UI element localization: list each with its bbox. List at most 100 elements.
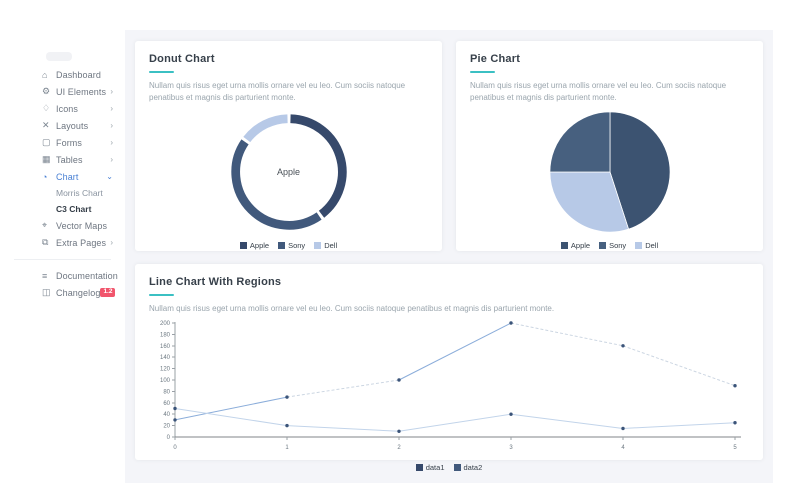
legend-item-dell[interactable]: Dell	[635, 241, 658, 250]
svg-text:0: 0	[167, 435, 171, 441]
chevron-down-icon: ⌄	[106, 172, 113, 181]
legend-item-sony[interactable]: Sony	[599, 241, 626, 250]
card-title: Pie Chart	[470, 53, 521, 65]
sidebar-item-forms[interactable]: ▢ Forms ›	[0, 134, 125, 151]
book-icon: ◫	[42, 287, 51, 297]
legend-item-dell[interactable]: Dell	[314, 241, 337, 250]
legend-label: Sony	[288, 241, 306, 250]
chevron-right-icon: ›	[110, 138, 113, 147]
card-title: Donut Chart	[149, 53, 215, 65]
svg-text:2: 2	[397, 445, 401, 451]
charts-row: Donut Chart Nullam quis risus eget urna …	[135, 41, 763, 251]
svg-text:1: 1	[285, 445, 289, 451]
sidebar-item-label: Vector Maps	[56, 220, 108, 231]
legend-swatch	[314, 242, 322, 249]
chevron-right-icon: ›	[110, 104, 113, 113]
layouts-icon: ✕	[42, 120, 50, 130]
version-badge: 1.2	[100, 288, 116, 297]
pie-chart-icon: ◔	[42, 171, 48, 182]
sidebar-item-label: Icons	[56, 103, 79, 114]
legend-item-apple[interactable]: Apple	[239, 241, 269, 250]
pages-icon: ⧉	[42, 237, 49, 247]
sidebar-item-label: Documentation	[56, 270, 118, 281]
legend-label: data1	[425, 463, 445, 472]
sidebar-item-label: Extra Pages	[56, 237, 107, 248]
svg-text:5: 5	[733, 445, 737, 451]
legend-item-sony[interactable]: Sony	[278, 241, 305, 250]
legend-swatch	[415, 464, 423, 471]
legend-swatch	[635, 242, 643, 249]
legend-label: data2	[463, 463, 483, 472]
sidebar-item-label: Layouts	[56, 120, 89, 131]
chevron-right-icon: ›	[110, 155, 113, 164]
sidebar-item-extra-pages[interactable]: ⧉ Extra Pages ›	[0, 234, 125, 251]
card-description: Nullam quis risus eget urna mollis ornar…	[470, 81, 727, 102]
sidebar-subitem-label: C3 Chart	[56, 204, 92, 214]
pie-chart-card: Pie Chart Nullam quis risus eget urna mo…	[456, 41, 763, 251]
sidebar-item-chart[interactable]: ◔ Chart ⌄	[0, 168, 125, 185]
card-title: Line Chart With Regions	[149, 276, 282, 288]
sidebar-divider	[14, 259, 111, 260]
sidebar-item-layouts[interactable]: ✕ Layouts ›	[0, 117, 125, 134]
pie-legend: Apple Sony Dell	[470, 241, 749, 250]
line-legend: data1 data2	[149, 463, 749, 472]
svg-text:80: 80	[163, 389, 170, 395]
legend-swatch	[560, 242, 568, 249]
pie-chart	[547, 109, 673, 235]
sidebar-item-label: UI Elements	[56, 86, 107, 97]
pie-chart-svg	[549, 111, 670, 233]
legend-item-apple[interactable]: Apple	[560, 241, 590, 250]
sidebar-item-ui-elements[interactable]: ⚙ UI Elements ›	[0, 83, 125, 100]
svg-text:20: 20	[163, 424, 170, 430]
svg-text:200: 200	[160, 321, 171, 327]
title-underline	[470, 71, 495, 73]
svg-text:160: 160	[160, 344, 171, 350]
sidebar-subitem-label: Morris Chart	[56, 188, 103, 198]
svg-text:100: 100	[160, 378, 171, 384]
sidebar-item-vector-maps[interactable]: ⌖ Vector Maps	[0, 217, 125, 234]
title-underline	[149, 294, 174, 296]
svg-text:140: 140	[160, 355, 171, 361]
document-icon: ≡	[42, 270, 48, 281]
donut-chart: Apple	[226, 109, 352, 235]
shield-icon: ♢	[42, 103, 51, 113]
legend-label: Dell	[645, 241, 659, 250]
sidebar-item-label: Changelog	[56, 287, 101, 298]
legend-item-data2[interactable]: data2	[453, 463, 483, 472]
card-description: Nullam quis risus eget urna mollis ornar…	[149, 304, 555, 313]
sidebar-item-label: Dashboard	[56, 69, 101, 80]
svg-text:0: 0	[173, 445, 177, 451]
sidebar-item-label: Tables	[56, 154, 83, 165]
line-chart-svg: 0 20 40 60 80 100 120 140 160 180 200 0 1 2 3 4 5	[160, 321, 741, 451]
legend-swatch	[453, 464, 461, 471]
sidebar-item-tables[interactable]: ▦ Tables ›	[0, 151, 125, 168]
home-icon: ⌂	[42, 69, 48, 80]
sidebar-subitem-morris-chart[interactable]: Morris Chart	[0, 185, 125, 201]
sidebar-item-label: Forms	[56, 137, 82, 148]
sidebar-nav: ⌂ Dashboard ⚙ UI Elements › ♢ Icons › ✕ …	[0, 66, 125, 301]
line-chart-card: Line Chart With Regions Nullam quis risu…	[135, 264, 763, 472]
donut-chart-card: Donut Chart Nullam quis risus eget urna …	[135, 41, 442, 251]
svg-text:60: 60	[163, 401, 170, 407]
card-description: Nullam quis risus eget urna mollis ornar…	[149, 81, 406, 102]
legend-label: Dell	[324, 241, 338, 250]
legend-swatch	[278, 242, 286, 249]
legend-label: Sony	[609, 241, 627, 250]
legend-item-data1[interactable]: data1	[415, 463, 445, 472]
sidebar-item-changelog[interactable]: ◫ Changelog 1.2	[0, 284, 125, 301]
chevron-right-icon: ›	[110, 87, 113, 96]
title-underline	[149, 71, 174, 73]
table-icon: ▦	[42, 154, 51, 164]
sidebar-item-label: Chart	[56, 171, 79, 182]
svg-text:40: 40	[163, 412, 170, 418]
sidebar-item-dashboard[interactable]: ⌂ Dashboard	[0, 66, 125, 83]
sidebar-item-documentation[interactable]: ≡ Documentation	[0, 267, 125, 284]
sidebar-subitem-c3-chart[interactable]: C3 Chart	[0, 201, 125, 217]
form-icon: ▢	[42, 137, 51, 147]
svg-text:4: 4	[621, 445, 625, 451]
sidebar: ⌂ Dashboard ⚙ UI Elements › ♢ Icons › ✕ …	[0, 0, 125, 500]
gear-icon: ⚙	[42, 86, 51, 96]
sidebar-item-icons[interactable]: ♢ Icons ›	[0, 100, 125, 117]
legend-swatch	[239, 242, 247, 249]
